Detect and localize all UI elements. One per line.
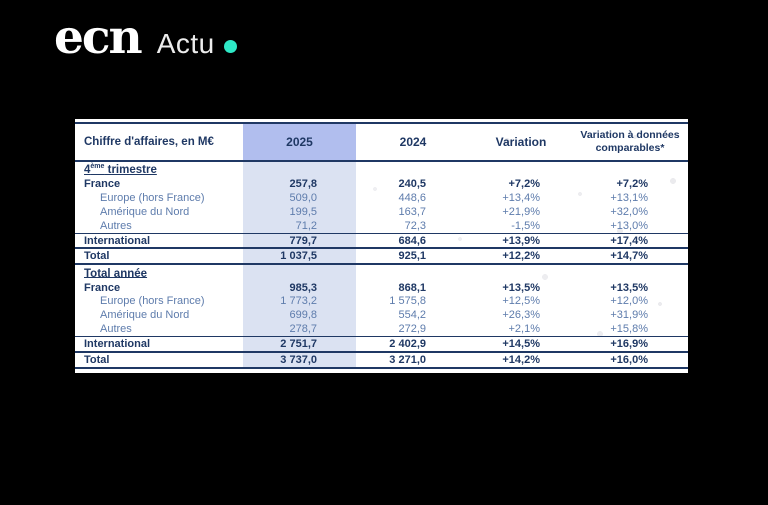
table-row-q4-autres: Autres 71,2 72,3 -1,5% +13,0% — [75, 218, 688, 233]
brand-section-label: Actu — [156, 28, 215, 59]
cell-2024: 554,2 — [398, 309, 426, 322]
row-label: France — [84, 281, 121, 294]
table-row-annee-international: International 2 751,7 2 402,9 +14,5% +16… — [75, 335, 688, 351]
cell-2025: 699,8 — [243, 308, 356, 323]
row-label: International — [84, 337, 151, 350]
cell-2025: 779,7 — [243, 233, 356, 248]
row-label: Total — [84, 353, 110, 366]
cell-2024: 240,5 — [398, 178, 426, 191]
cell-2025: 1 773,2 — [243, 294, 356, 309]
cell-2025: 257,8 — [243, 177, 356, 192]
cell-2024: 72,3 — [404, 219, 426, 232]
brand-logo: ecn Actu — [54, 12, 237, 64]
row-label: Europe (hors France) — [100, 192, 205, 205]
cell-2025: 509,0 — [243, 191, 356, 206]
cell-2024: 925,1 — [398, 250, 426, 263]
section-title-annee: Total année — [84, 267, 148, 280]
cell-variation: +14,5% — [502, 337, 540, 350]
table-row-q4-total: Total 1 037,5 925,1 +12,2% +14,7% — [75, 247, 688, 266]
cell-variation: +14,2% — [502, 353, 540, 366]
cell-variation: +12,5% — [502, 295, 540, 308]
row-label: Amérique du Nord — [100, 309, 190, 322]
cell-2025: 278,7 — [243, 322, 356, 336]
cell-variation-comparable: +17,4% — [610, 234, 648, 247]
cell-variation-comparable: +7,2% — [616, 178, 649, 191]
brand-dot-icon — [223, 40, 237, 54]
table-row-q4-amerique: Amérique du Nord 199,5 163,7 +21,9% +32,… — [75, 205, 688, 219]
header-2024: 2024 — [399, 135, 427, 149]
cell-2024: 448,6 — [398, 192, 426, 205]
cell-2024: 868,1 — [398, 281, 426, 294]
table-row-annee-amerique: Amérique du Nord 699,8 554,2 +26,3% +31,… — [75, 308, 688, 323]
cell-variation: +13,4% — [502, 192, 540, 205]
section-title-q4: 4ème trimestre — [84, 163, 157, 177]
cell-2024: 163,7 — [398, 205, 426, 218]
table-row-annee-total: Total 3 737,0 3 271,0 +14,2% +16,0% — [75, 350, 688, 369]
cell-variation: +21,9% — [502, 205, 540, 218]
table-header-row: Chiffre d'affaires, en M€ 2025 2024 Vari… — [75, 124, 688, 162]
cell-variation-comparable: +14,7% — [610, 250, 648, 263]
cell-2025: 985,3 — [243, 280, 356, 295]
brand-wordmark: ecn — [54, 10, 143, 65]
section-title-row-annee: Total année — [75, 265, 688, 281]
section-title-row-q4: 4ème trimestre — [75, 162, 688, 178]
revenue-table-card: Chiffre d'affaires, en M€ 2025 2024 Vari… — [75, 119, 688, 373]
cell-variation: +12,2% — [502, 250, 540, 263]
table-row-annee-autres: Autres 278,7 272,9 +2,1% +15,8% — [75, 322, 688, 336]
cell-2024: 684,6 — [398, 234, 426, 247]
row-label: Total — [84, 250, 110, 263]
cell-variation: +7,2% — [508, 178, 541, 191]
header-variation: Variation — [495, 135, 547, 149]
row-label: Autres — [100, 323, 132, 336]
cell-variation-comparable: +16,0% — [610, 353, 648, 366]
cell-variation-comparable: +12,0% — [610, 295, 648, 308]
header-2025: 2025 — [243, 124, 356, 160]
cell-variation: +2,1% — [508, 323, 541, 336]
cell-2025: 2 751,7 — [243, 336, 356, 351]
cell-variation-comparable: +15,8% — [610, 323, 648, 336]
row-label: Autres — [100, 219, 132, 232]
cell-variation-comparable: +31,9% — [610, 309, 648, 322]
row-label: Europe (hors France) — [100, 295, 205, 308]
cell-2024: 2 402,9 — [389, 337, 426, 350]
table-row-q4-international: International 779,7 684,6 +13,9% +17,4% — [75, 232, 688, 248]
table-row-annee-europe: Europe (hors France) 1 773,2 1 575,8 +12… — [75, 294, 688, 309]
cell-variation: +13,5% — [502, 281, 540, 294]
header-revenue-label: Chiffre d'affaires, en M€ — [84, 136, 214, 148]
cell-2024: 272,9 — [398, 323, 426, 336]
cell-variation-comparable: +13,1% — [610, 192, 648, 205]
cell-2024: 3 271,0 — [389, 353, 426, 366]
cell-variation-comparable: +32,0% — [610, 205, 648, 218]
cell-2025: 3 737,0 — [243, 352, 356, 367]
table-row-annee-france: France 985,3 868,1 +13,5% +13,5% — [75, 280, 688, 295]
cell-2024: 1 575,8 — [389, 295, 426, 308]
row-label: International — [84, 234, 151, 247]
row-label: Amérique du Nord — [100, 205, 190, 218]
table-row-q4-france: France 257,8 240,5 +7,2% +7,2% — [75, 177, 688, 192]
cell-variation: +13,9% — [502, 234, 540, 247]
cell-variation-comparable: +16,9% — [610, 337, 648, 350]
cell-2025: 1 037,5 — [243, 249, 356, 264]
row-label: France — [84, 178, 121, 191]
cell-variation: -1,5% — [511, 219, 540, 232]
header-variation-comparable: Variation à données comparables* — [580, 129, 680, 154]
cell-variation-comparable: +13,5% — [610, 281, 648, 294]
cell-variation: +26,3% — [502, 309, 540, 322]
cell-2025: 71,2 — [243, 218, 356, 233]
cell-variation-comparable: +13,0% — [610, 219, 648, 232]
cell-2025: 199,5 — [243, 205, 356, 219]
table-row-q4-europe: Europe (hors France) 509,0 448,6 +13,4% … — [75, 191, 688, 206]
revenue-table: Chiffre d'affaires, en M€ 2025 2024 Vari… — [75, 122, 688, 369]
